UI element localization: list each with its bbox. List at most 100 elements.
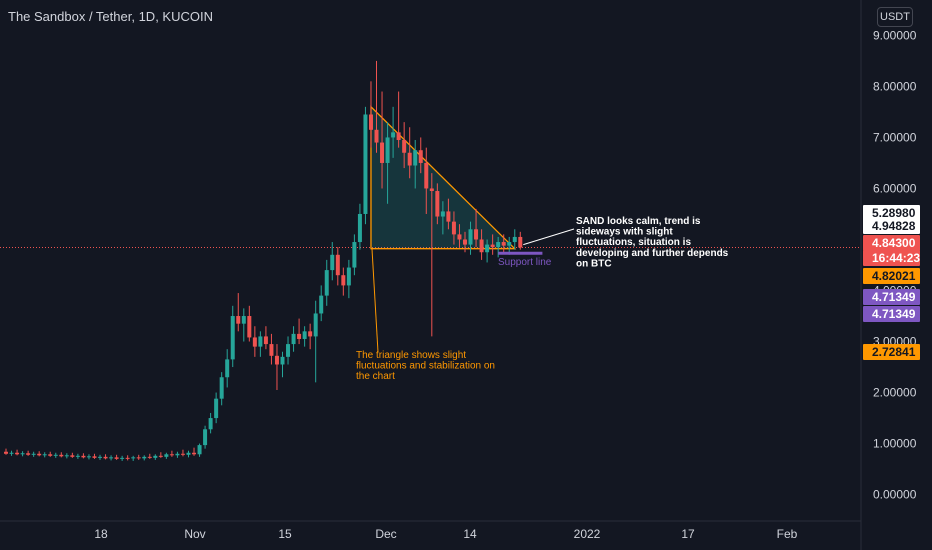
triangle-pattern[interactable] bbox=[370, 105, 517, 353]
price-badge: 4.84300 bbox=[863, 235, 920, 251]
y-tick-label: 0.00000 bbox=[873, 488, 917, 502]
candle-body bbox=[280, 356, 285, 365]
candle-body bbox=[501, 242, 506, 246]
candle-body bbox=[20, 453, 25, 455]
candle-body bbox=[153, 455, 158, 458]
candle bbox=[396, 91, 401, 148]
candle-body bbox=[109, 457, 114, 459]
candle bbox=[424, 147, 429, 214]
candle-body bbox=[59, 454, 64, 457]
candle-body bbox=[225, 359, 230, 378]
candle bbox=[59, 452, 64, 458]
candle-body bbox=[462, 239, 467, 245]
candle bbox=[324, 259, 329, 306]
annotation-line: The triangle shows slight bbox=[356, 350, 466, 361]
annotation-line: the chart bbox=[356, 371, 395, 382]
candle-body bbox=[197, 445, 202, 455]
candle-body bbox=[252, 337, 257, 347]
chart-title: The Sandbox / Tether, 1D, KUCOIN bbox=[8, 9, 213, 24]
candle-body bbox=[247, 316, 252, 338]
candle bbox=[479, 229, 484, 260]
candle bbox=[308, 323, 313, 350]
price-badge: 4.71349 bbox=[863, 306, 920, 322]
candle bbox=[192, 447, 197, 456]
candle-body bbox=[75, 455, 80, 457]
candle-body bbox=[385, 137, 390, 163]
candle bbox=[98, 454, 103, 460]
candle bbox=[357, 203, 362, 250]
candle bbox=[429, 173, 434, 337]
candle-body bbox=[81, 455, 86, 458]
candle bbox=[53, 452, 58, 458]
price-badge: 2.72841 bbox=[863, 344, 920, 360]
annotation-line: fluctuations, situation is bbox=[576, 237, 691, 248]
candle bbox=[86, 454, 91, 460]
candle-body bbox=[413, 150, 418, 166]
candle bbox=[186, 450, 191, 458]
candle bbox=[92, 453, 97, 459]
x-tick-label: 2022 bbox=[574, 527, 601, 541]
candle-body bbox=[330, 254, 335, 271]
candle bbox=[203, 425, 208, 449]
candle-body bbox=[114, 457, 119, 459]
candle bbox=[302, 326, 307, 347]
candle-body bbox=[9, 452, 14, 454]
candle bbox=[247, 305, 252, 342]
candle bbox=[413, 140, 418, 189]
candle-body bbox=[164, 454, 169, 457]
support-line[interactable]: Support line bbox=[498, 251, 552, 268]
x-tick-label: Nov bbox=[184, 527, 205, 541]
candle-body bbox=[324, 270, 329, 296]
candle-body bbox=[490, 244, 495, 248]
candle bbox=[230, 305, 235, 368]
candle-body bbox=[418, 150, 423, 163]
candle bbox=[446, 198, 451, 230]
annotation-line: sideways with slight bbox=[576, 227, 673, 238]
currency-button[interactable]: USDT bbox=[877, 7, 913, 27]
x-tick-label: 17 bbox=[681, 527, 695, 541]
candle-body bbox=[125, 457, 130, 459]
candle-body bbox=[214, 398, 219, 419]
candle-body bbox=[241, 316, 246, 324]
candle-body bbox=[186, 452, 191, 455]
x-axis: 18 Nov 15 Dec 14 2022 17 Feb bbox=[94, 527, 797, 541]
candle bbox=[341, 267, 346, 296]
candle bbox=[197, 443, 202, 457]
candle bbox=[368, 81, 373, 148]
candle-body bbox=[4, 451, 8, 454]
candle bbox=[120, 455, 125, 461]
candle bbox=[319, 285, 324, 322]
price-badge-label: 16:44:23 bbox=[872, 251, 920, 265]
y-tick-label: 1.00000 bbox=[873, 437, 917, 451]
candle bbox=[501, 234, 506, 253]
candle bbox=[136, 454, 141, 460]
candle-body bbox=[446, 211, 451, 222]
candle bbox=[9, 450, 14, 456]
candle-body bbox=[15, 452, 20, 455]
candle-body bbox=[518, 236, 523, 248]
candle bbox=[418, 137, 423, 174]
price-badge-label: 4.71349 bbox=[872, 307, 916, 321]
candle bbox=[291, 326, 296, 352]
candle bbox=[37, 451, 42, 457]
candle-body bbox=[507, 242, 512, 246]
price-badge-bg bbox=[863, 289, 920, 305]
candle bbox=[451, 211, 456, 245]
candle-body bbox=[479, 239, 484, 253]
candle bbox=[258, 331, 263, 357]
triangle-shape[interactable] bbox=[370, 105, 517, 250]
candle bbox=[286, 336, 291, 365]
candle bbox=[42, 452, 47, 458]
candle-body bbox=[474, 229, 479, 240]
candle-body bbox=[424, 162, 429, 189]
candle-body bbox=[396, 132, 401, 140]
candle-body bbox=[368, 114, 373, 130]
candle-body bbox=[53, 454, 58, 456]
candle bbox=[474, 208, 479, 248]
candle bbox=[225, 349, 230, 388]
candle-body bbox=[37, 453, 42, 456]
